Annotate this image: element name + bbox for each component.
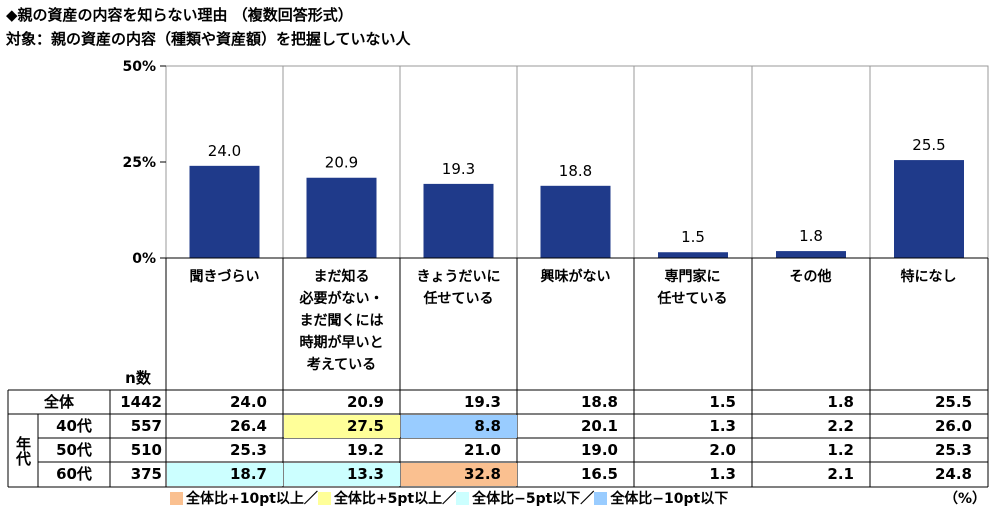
table-cell: 8.8	[401, 415, 517, 438]
bar	[776, 251, 846, 258]
data-label: 25.5	[912, 136, 945, 154]
n-value: 510	[130, 441, 162, 459]
category-label-line: 時期が早いと	[299, 335, 384, 351]
data-label: 24.0	[208, 142, 241, 160]
table-cell: 1.2	[827, 441, 854, 459]
y-tick-label: 0%	[132, 251, 156, 267]
table-cell: 2.0	[709, 441, 736, 459]
category-header: 興味がない	[517, 266, 634, 288]
legend-label: 全体比−10pt以下	[610, 491, 729, 507]
bar	[658, 252, 728, 258]
row-label: 全体	[43, 393, 74, 411]
unit-label: （%）	[944, 491, 987, 507]
row-label: 50代	[56, 441, 92, 459]
data-label: 19.3	[442, 160, 475, 178]
table-cell: 27.5	[284, 415, 400, 438]
category-label-line: 考えている	[306, 357, 377, 373]
legend-label: 全体比+10pt以上／	[186, 491, 318, 507]
data-label: 20.9	[325, 154, 358, 172]
group-label: 年代	[14, 435, 32, 466]
table-cell: 20.1	[580, 417, 618, 435]
legend-swatch	[456, 491, 470, 505]
table-cell: 24.8	[934, 465, 972, 483]
legend: 全体比+10pt以上／ 全体比+5pt以上／ 全体比−5pt以下／ 全体比−10pt以…	[170, 488, 728, 508]
category-label-line: 必要がない・	[299, 291, 384, 307]
table-cell: 1.5	[709, 393, 736, 411]
bar	[540, 185, 611, 258]
data-label: 1.5	[681, 228, 705, 246]
legend-label: 全体比+5pt以上／	[333, 491, 457, 507]
category-label-line: まだ聞くには	[299, 313, 384, 329]
table-cell: 19.2	[346, 441, 384, 459]
n-header: n数	[125, 369, 151, 387]
legend-swatch	[594, 491, 608, 505]
table-cell: 2.2	[827, 417, 854, 435]
category-header: まだ知る必要がない・ まだ聞くには 時期が早いと 考えている	[283, 266, 400, 376]
category-header: 専門家に 任せている	[634, 266, 751, 310]
table-cell: 26.0	[934, 417, 972, 435]
n-value: 375	[130, 465, 162, 483]
table-cell: 32.8	[401, 463, 517, 486]
category-label-line: 任せている	[657, 291, 728, 307]
table-cell: 19.3	[463, 393, 501, 411]
table-cell: 25.3	[934, 441, 972, 459]
table-cell: 25.3	[229, 441, 267, 459]
table-cell: 1.3	[709, 417, 736, 435]
data-label: 18.8	[559, 162, 592, 180]
bar	[306, 177, 377, 258]
bar	[894, 160, 964, 258]
n-value: 557	[130, 417, 162, 435]
data-label: 1.8	[799, 227, 823, 245]
row-label: 40代	[56, 417, 92, 435]
y-tick-label: 50%	[122, 59, 156, 75]
category-label-line: まだ知る	[313, 269, 370, 285]
category-header: 特になし	[870, 266, 987, 288]
table-cell: 26.4	[229, 417, 267, 435]
category-label-line: 聞きづらい	[189, 269, 260, 285]
category-label-line: 任せている	[423, 291, 494, 307]
row-label: 60代	[56, 465, 92, 483]
table-cell: 1.8	[827, 393, 854, 411]
category-label-line: 専門家に	[664, 269, 721, 285]
category-header: その他	[752, 266, 869, 288]
category-label-line: 特になし	[900, 269, 957, 285]
table-cell: 13.3	[284, 463, 400, 486]
y-tick-label: 25%	[122, 155, 156, 171]
table-cell: 18.8	[580, 393, 618, 411]
chart-subtitle: 対象：親の資産の内容（種類や資産額）を把握していない人	[6, 30, 411, 48]
legend-label: 全体比−5pt以下／	[472, 491, 595, 507]
table-cell: 20.9	[346, 393, 384, 411]
legend-swatch	[170, 491, 183, 505]
table-cell: 2.1	[827, 465, 854, 483]
table-cell: 1.3	[709, 465, 736, 483]
table-cell: 18.7	[167, 463, 283, 486]
n-value: 1442	[120, 393, 162, 411]
table-cell: 21.0	[463, 441, 501, 459]
table-cell: 24.0	[229, 393, 267, 411]
bar	[423, 183, 494, 258]
table-cell: 25.5	[934, 393, 972, 411]
table-cell: 16.5	[580, 465, 618, 483]
category-label-line: その他	[789, 269, 832, 285]
category-label-line: 興味がない	[540, 269, 611, 285]
category-header: 聞きづらい	[166, 266, 283, 288]
category-header: きょうだいに 任せている	[400, 266, 517, 310]
chart-title: ◆親の資産の内容を知らない理由 （複数回答形式）	[6, 6, 353, 24]
legend-swatch	[317, 491, 331, 505]
bar	[189, 165, 260, 258]
table-cell: 19.0	[580, 441, 618, 459]
category-label-line: きょうだいに	[416, 269, 501, 285]
